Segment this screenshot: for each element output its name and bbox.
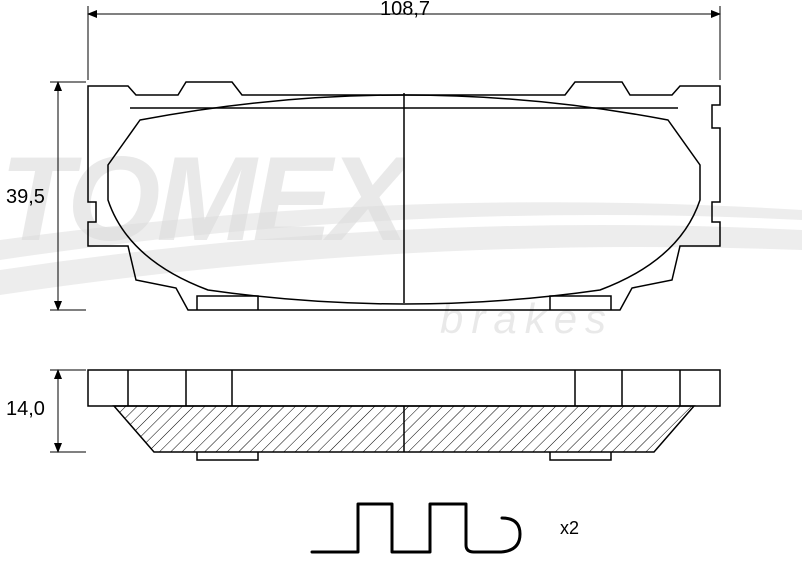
front-view [88,82,720,310]
accessory-clip [312,504,520,552]
accessory-qty-label: x2 [560,518,579,539]
technical-drawing-svg [0,0,802,582]
dim-width-label: 108,7 [380,0,430,21]
side-view [88,370,720,460]
dim-height-label: 39,5 [6,186,45,209]
dim-thickness [50,370,86,452]
dim-thickness-label: 14,0 [6,398,45,421]
dim-height [50,82,86,310]
brake-pad-diagram: TOMEX brakes 108,7 39,5 14,0 x2 [0,0,802,582]
